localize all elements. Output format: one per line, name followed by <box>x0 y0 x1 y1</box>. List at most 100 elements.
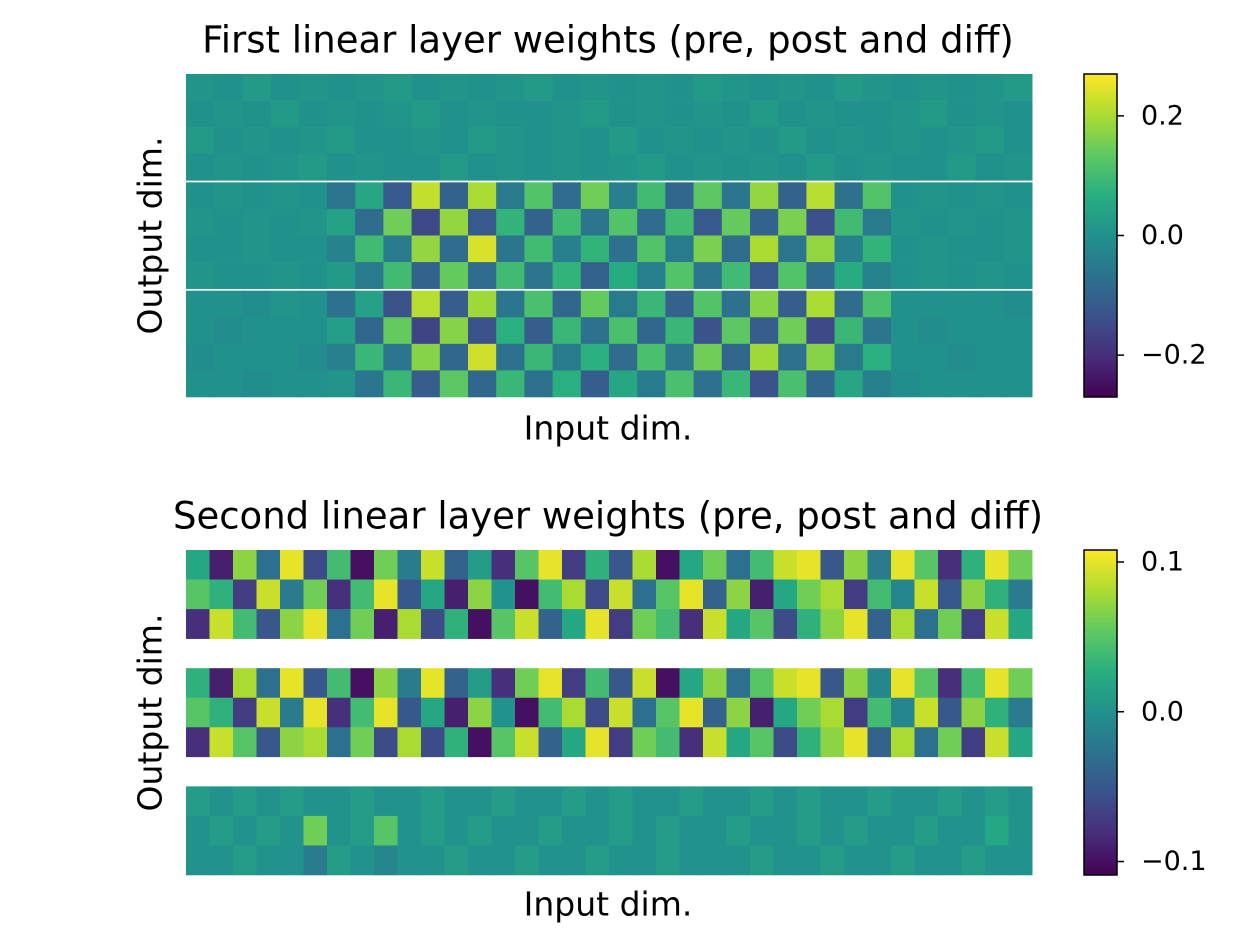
heatmap-cell <box>726 697 751 728</box>
heatmap-cell <box>411 370 441 398</box>
heatmap-cell <box>1008 727 1033 758</box>
heatmap-cell <box>242 153 272 181</box>
heatmap-cell <box>609 290 638 318</box>
heatmap-cell <box>914 550 939 580</box>
heatmap-cell <box>374 609 398 639</box>
heatmap-cell <box>820 727 845 758</box>
heatmap-cell <box>609 208 638 236</box>
heatmap-cell <box>656 727 680 758</box>
heatmap-cell <box>1008 668 1033 699</box>
heatmap-cell <box>656 579 680 610</box>
colorbar-tick-label: 0.2 <box>1141 100 1184 131</box>
heatmap-cell <box>778 208 807 236</box>
heatmap-cell <box>862 74 892 101</box>
heatmap-cell <box>961 550 986 580</box>
heatmap-cell <box>214 182 243 210</box>
heatmap-cell <box>919 317 948 345</box>
heatmap-cell <box>703 845 727 876</box>
heatmap-cell <box>938 550 962 580</box>
heatmap-cell <box>679 727 704 758</box>
heatmap-cell <box>468 127 497 155</box>
heatmap-cell <box>350 786 375 817</box>
heatmap-cell <box>233 697 257 728</box>
heatmap-cell <box>693 74 723 101</box>
heatmap-cell <box>421 550 445 580</box>
heatmap-cell <box>515 668 539 699</box>
heatmap-cell <box>891 100 920 128</box>
heatmap-cell <box>383 370 413 398</box>
heatmap-cell <box>397 550 422 580</box>
heatmap-cell <box>280 697 304 728</box>
heatmap-cell <box>975 343 1005 371</box>
heatmap-cell <box>327 208 356 236</box>
heatmap-cell <box>383 153 413 181</box>
heatmap-cell <box>806 127 836 155</box>
x-axis-label: Input dim. <box>524 409 693 448</box>
heatmap-cell <box>270 370 300 398</box>
heatmap-cell <box>609 815 633 846</box>
heatmap-cell <box>355 74 384 101</box>
heatmap-cell <box>374 697 398 728</box>
heatmap-cell <box>797 668 821 699</box>
heatmap-cell <box>580 127 610 155</box>
heatmap-cell <box>820 697 845 728</box>
heatmap-cell <box>609 668 633 699</box>
heatmap-cell <box>355 100 384 128</box>
heatmap-cell <box>919 127 948 155</box>
heatmap-cell <box>693 343 723 371</box>
heatmap <box>186 74 1033 398</box>
heatmap-cell <box>693 100 723 128</box>
heatmap-cell <box>726 815 751 846</box>
heatmap-cell <box>750 727 774 758</box>
heatmap-cell <box>834 208 864 236</box>
heatmap-cell <box>693 208 723 236</box>
heatmap-cell <box>580 343 610 371</box>
heatmap-cell <box>214 262 243 289</box>
heatmap-cell <box>491 786 516 817</box>
heatmap-cell <box>468 235 497 263</box>
heatmap-cell <box>552 235 582 263</box>
heatmap-cell <box>862 100 892 128</box>
heatmap-cell <box>280 668 304 699</box>
heatmap-cell <box>632 579 657 610</box>
heatmap-cell <box>820 786 845 817</box>
heatmap-cell <box>444 845 469 876</box>
heatmap-cell <box>214 153 243 181</box>
heatmap-cell <box>538 786 563 817</box>
heatmap-cell <box>609 697 633 728</box>
heatmap-cell <box>397 815 422 846</box>
heatmap-cell <box>270 317 300 345</box>
heatmap-cell <box>552 317 582 345</box>
heatmap-cell <box>585 786 610 817</box>
heatmap-cell <box>214 127 243 155</box>
heatmap-cell <box>656 697 680 728</box>
heatmap-cell <box>327 127 356 155</box>
heatmap-cell <box>891 815 915 846</box>
heatmap-cell <box>778 290 807 318</box>
heatmap-cell <box>862 127 892 155</box>
colorbar <box>1083 73 1118 398</box>
heatmap-cell <box>327 668 351 699</box>
heatmap-cell <box>256 786 281 817</box>
heatmap-cell <box>961 845 986 876</box>
heatmap-cell <box>298 74 328 101</box>
heatmap-cell <box>186 153 215 181</box>
heatmap-cell <box>773 668 798 699</box>
heatmap-cell <box>350 609 375 639</box>
heatmap-cell <box>421 786 445 817</box>
heatmap-cell <box>270 235 300 263</box>
heatmap-cell <box>1008 550 1033 580</box>
heatmap-cell <box>693 235 723 263</box>
heatmap-cell <box>256 609 281 639</box>
heatmap-cell <box>439 182 469 210</box>
heatmap-cell <box>209 668 234 699</box>
heatmap-cell <box>374 786 398 817</box>
heatmap-cell <box>693 370 723 398</box>
heatmap-cell <box>665 208 695 236</box>
heatmap-cell <box>270 100 300 128</box>
heatmap-cell <box>580 235 610 263</box>
heatmap-cell <box>552 370 582 398</box>
heatmap-cell <box>797 845 821 876</box>
heatmap-cell <box>397 845 422 876</box>
heatmap-cell <box>665 290 695 318</box>
